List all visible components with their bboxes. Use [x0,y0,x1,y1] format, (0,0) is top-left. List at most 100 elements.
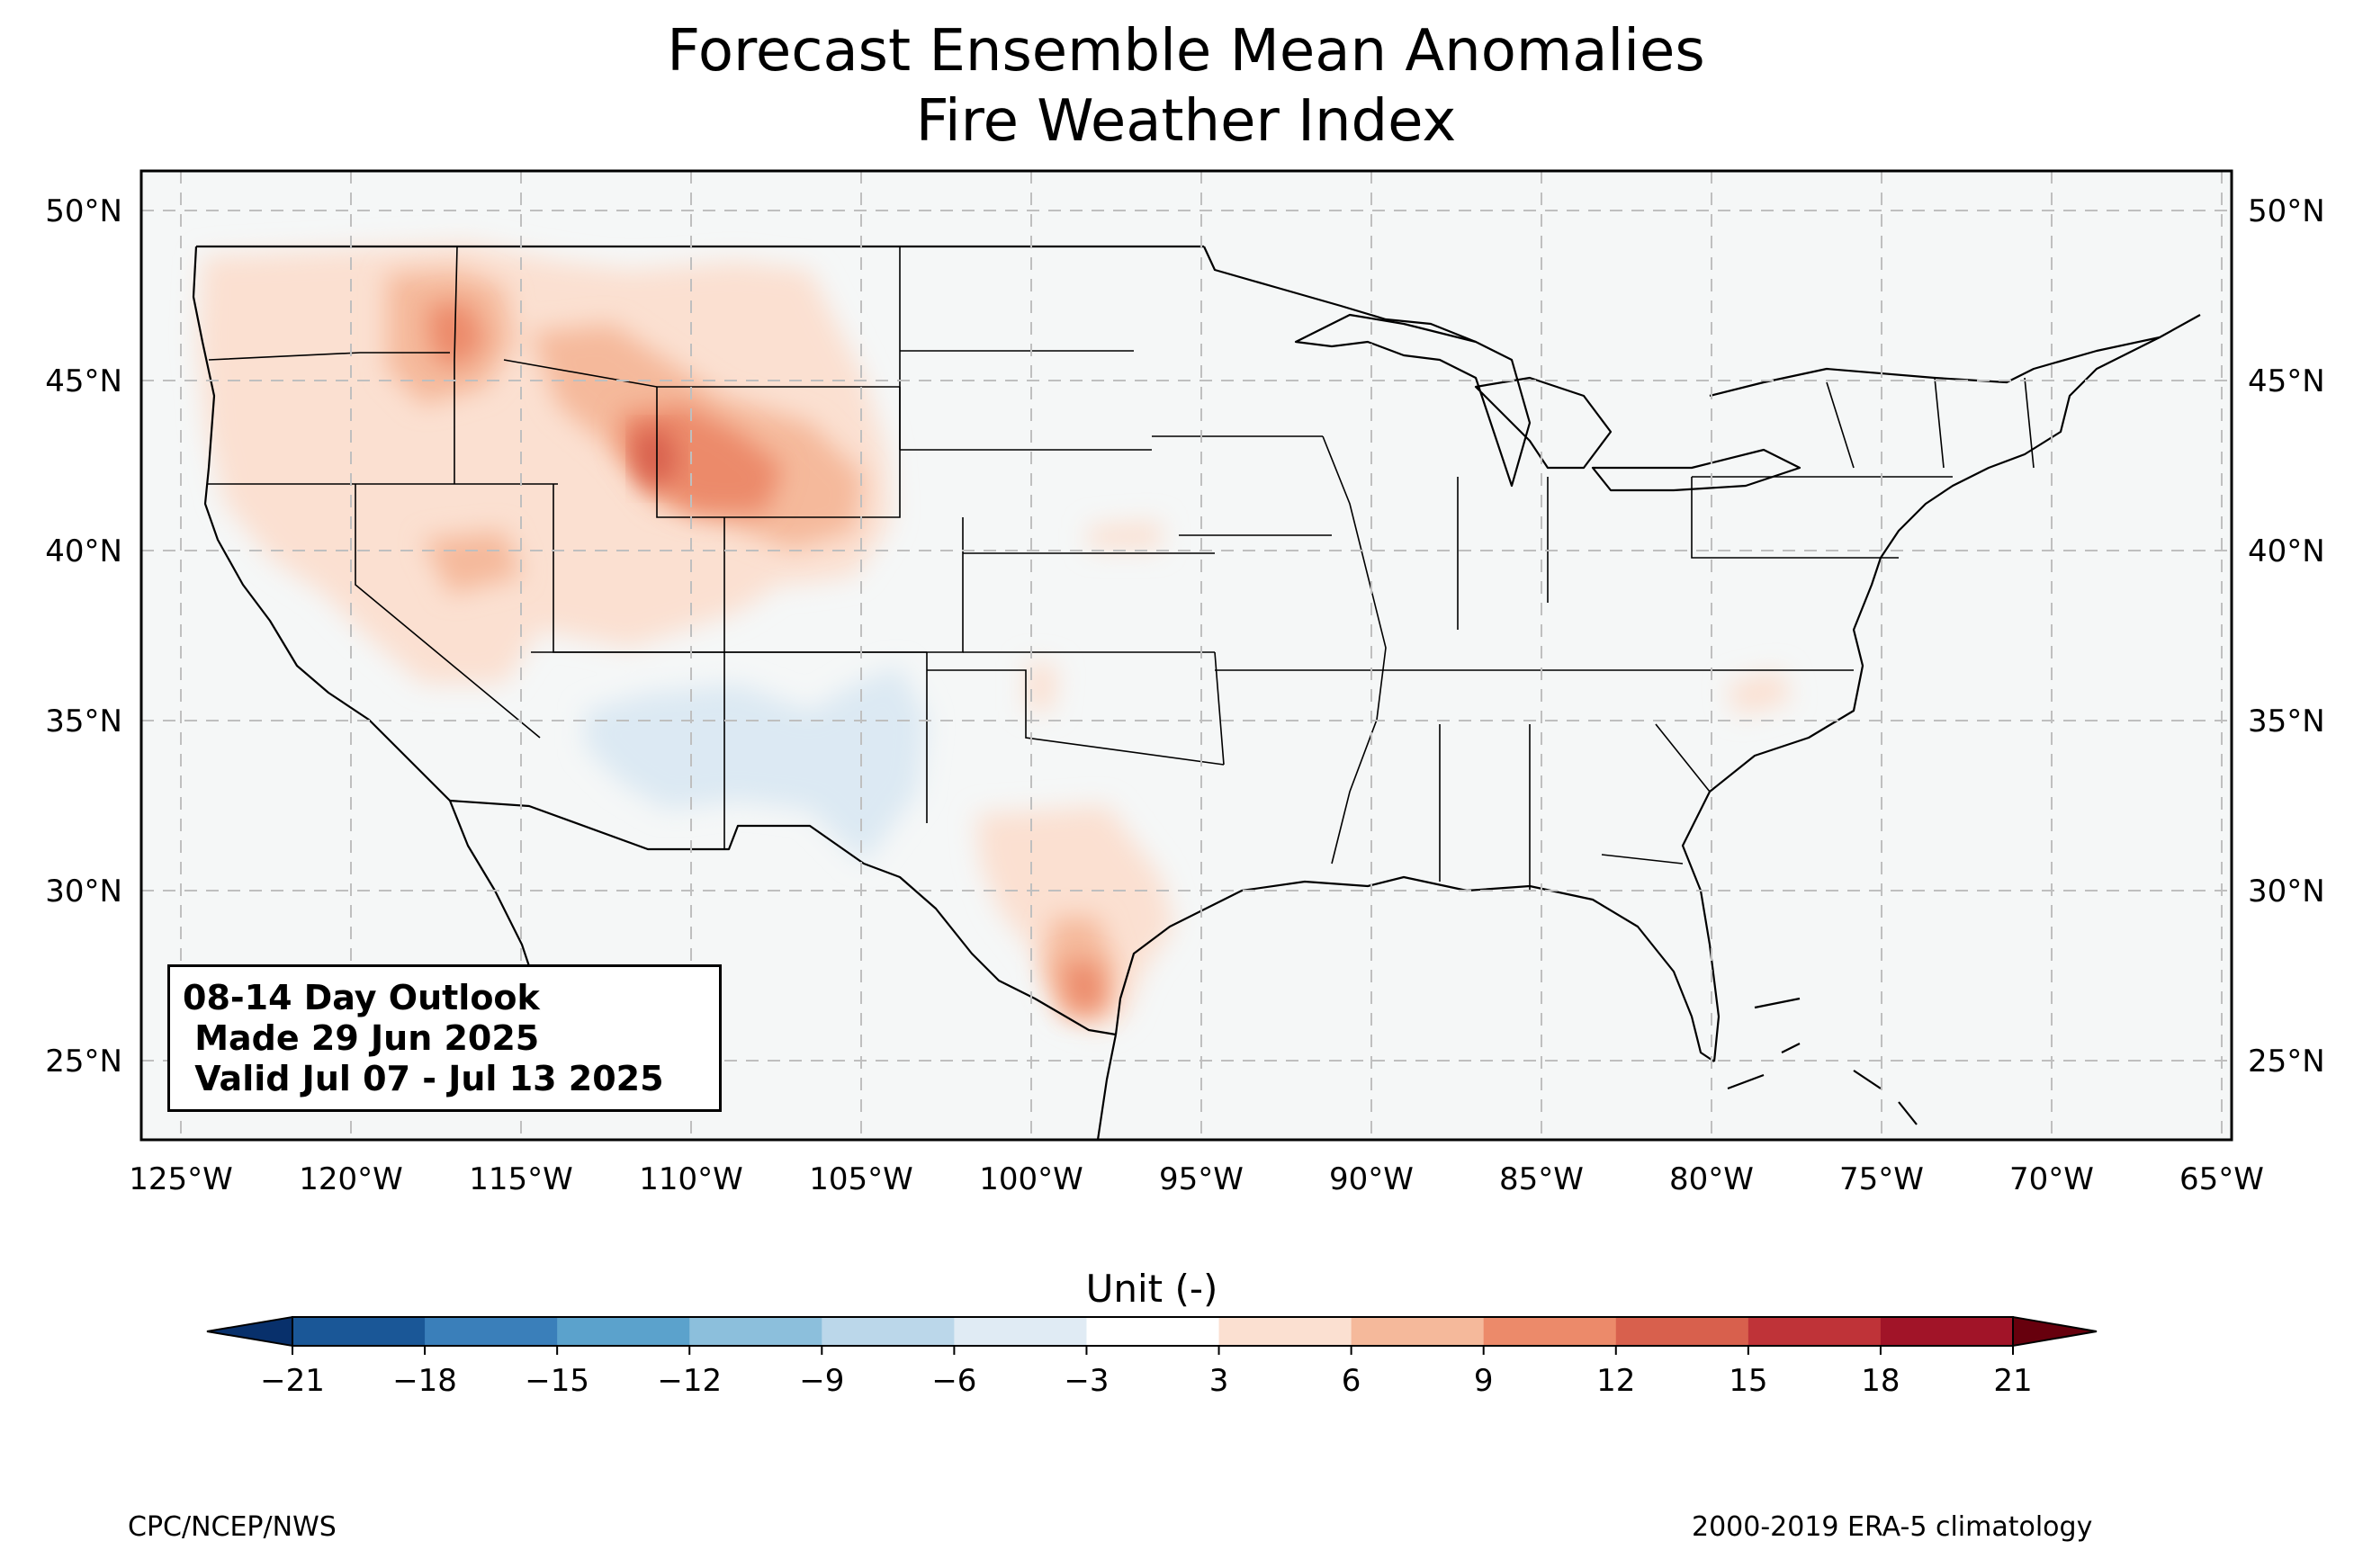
florida-keys [1727,1043,1801,1090]
colorbar-tick-label: −18 [392,1363,457,1399]
lat-tick: 45°N [2248,363,2325,399]
lon-tick: 120°W [299,1161,403,1197]
lat-tick: 50°N [45,193,122,229]
state-boundaries [207,246,2035,891]
outlook-period: 08-14 Day Outlook [183,978,540,1017]
lon-tick: 110°W [639,1161,743,1197]
colorbar-segment [1748,1317,1882,1346]
caribbean-islands [1754,997,1918,1125]
colorbar-segment [689,1317,822,1346]
colorbar-tick-label: −15 [525,1363,589,1399]
us-mexico-border [449,799,1117,1036]
colorbar-tick-label: −3 [1064,1363,1109,1399]
outlook-info-box: 08-14 Day Outlook Made 29 Jun 2025 Valid… [167,964,722,1112]
colorbar-tick-label: 12 [1596,1363,1635,1399]
anomaly-shading [198,243,1791,1030]
lon-tick: 115°W [469,1161,573,1197]
anomaly-southwest-negative [585,666,927,864]
anomaly-nevada-mid [423,531,522,594]
us-canada-border [196,245,2201,398]
state-line-northeast [1692,377,2035,478]
map-title-line1: Forecast Ensemble Mean Anomalies [667,18,1705,85]
colorbar-extend-low [206,1315,293,1348]
colorbar-segment [954,1317,1088,1346]
lat-tick: 35°N [2248,703,2325,739]
outlook-made-date: Made 29 Jun 2025 [183,1018,540,1058]
lon-tick: 100°W [979,1161,1083,1197]
colorbar-segment [1483,1317,1617,1346]
state-line-southeast [1377,669,1854,891]
lon-tick: 125°W [129,1161,233,1197]
anomaly-texas-high [1062,963,1107,1012]
lat-tick-labels-right: 50°N 45°N 40°N 35°N 30°N 25°N [2248,193,2325,1080]
anomaly-north-carolina-low [1728,670,1791,715]
colorbar-tick-label: 18 [1861,1363,1900,1399]
map-title-line2: Fire Weather Index [915,88,1457,155]
colorbar-segment [822,1317,955,1346]
colorbar-tick-label: −12 [657,1363,722,1399]
colorbar-segment [1880,1317,2014,1346]
lat-tick: 40°N [2248,533,2325,569]
colorbar-segment [1086,1317,1220,1346]
colorbar-ticks: −21 −18 −15 −12 −9 −6 −3 3 6 9 12 15 18 21 [260,1346,2033,1399]
lat-tick-labels-left: 50°N 45°N 40°N 35°N 30°N 25°N [45,193,122,1080]
colorbar-tick-label: −6 [931,1363,976,1399]
state-line-idaho-west [454,246,458,484]
lon-tick: 80°W [1669,1161,1754,1197]
state-line-ca-nv [355,484,541,739]
colorbar-segment [1351,1317,1485,1346]
state-line-iowa-missouri [1152,435,1377,671]
state-line-nebraska-kansas [963,552,1215,653]
lon-tick: 95°W [1159,1161,1244,1197]
state-line-mississippi-river [1322,435,1387,865]
colorbar-segment [292,1317,426,1346]
colorbar-tick-label: −21 [260,1363,325,1399]
lon-tick: 90°W [1329,1161,1414,1197]
outlook-valid-range: Valid Jul 07 - Jul 13 2025 [183,1059,664,1098]
lat-tick: 50°N [2248,193,2325,229]
colorbar-tick-label: 21 [1993,1363,2032,1399]
lat-tick: 35°N [45,703,122,739]
map-frame [139,169,2233,1142]
east-coastline [1681,336,2161,1062]
colorbar-tick-label: 9 [1474,1363,1494,1399]
geography-lines [192,245,2201,1140]
anomaly-kansas-low [1089,522,1161,549]
lon-tick: 70°W [2009,1161,2094,1197]
colorbar-tick-label: −9 [799,1363,844,1399]
lon-tick: 105°W [809,1161,913,1197]
colorbar-extend-high [2012,1315,2098,1348]
state-line-dakotas [899,246,1152,451]
gulf-coastline [1114,875,1715,1062]
gridlines [141,171,2232,1140]
lat-tick: 40°N [45,533,122,569]
credit-source: CPC/NCEP/NWS [128,1511,337,1543]
credit-climatology: 2000-2019 ERA-5 climatology [1692,1511,2093,1543]
lat-tick: 30°N [2248,874,2325,909]
state-line-wa-or [208,352,450,361]
colorbar-title: Unit (-) [1085,1267,1218,1311]
colorbar-tick-label: 3 [1209,1363,1229,1399]
lat-tick: 25°N [45,1044,122,1080]
colorbar: −21 −18 −15 −12 −9 −6 −3 3 6 9 12 15 18 21 [206,1315,2098,1399]
lon-tick: 85°W [1499,1161,1584,1197]
colorbar-segment [557,1317,690,1346]
state-line-midwest [1457,477,1899,630]
colorbar-segment [425,1317,558,1346]
lat-tick: 30°N [45,874,122,909]
colorbar-segment [1615,1317,1749,1346]
lon-tick-labels: 125°W 120°W 115°W 110°W 105°W 100°W 95°W… [129,1161,2264,1197]
map-title: Forecast Ensemble Mean Anomalies Fire We… [0,16,2372,157]
state-line-oklahoma [927,651,1225,766]
anomaly-oklahoma-low [1026,661,1057,711]
colorbar-tick-label: 6 [1342,1363,1361,1399]
west-coastline [192,246,451,802]
mexico-gulf-coast [1096,1034,1118,1140]
lon-tick: 75°W [1839,1161,1924,1197]
colorbar-frame [292,1316,2014,1347]
lon-tick: 65°W [2179,1161,2264,1197]
state-line-wyoming [656,387,901,518]
lat-tick: 25°N [2248,1044,2325,1080]
colorbar-tick-label: 15 [1729,1363,1767,1399]
